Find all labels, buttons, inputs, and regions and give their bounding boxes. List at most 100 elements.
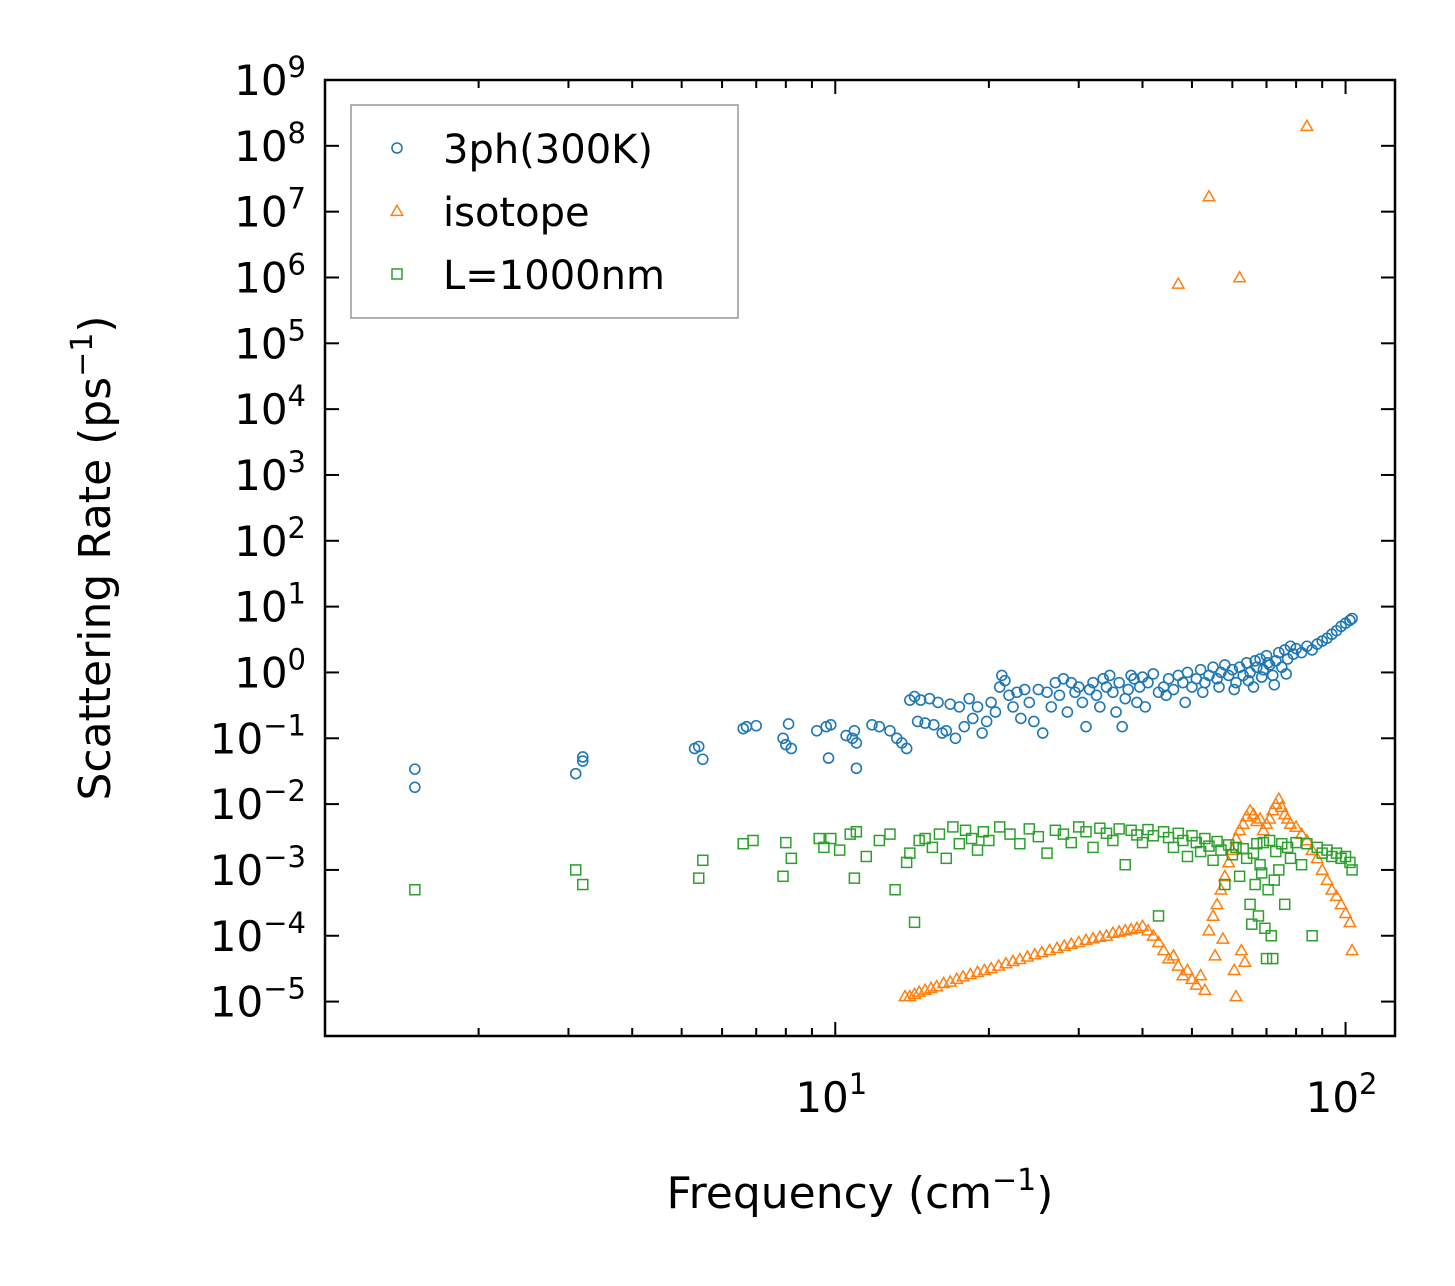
data-point	[1041, 847, 1053, 859]
y-tick-label: 103	[234, 445, 306, 500]
y-tick-label: 10−3	[210, 840, 306, 895]
data-point	[747, 834, 759, 847]
data-point	[1338, 905, 1353, 919]
data-point	[1045, 701, 1058, 713]
data-point	[1156, 943, 1171, 956]
data-point	[1252, 910, 1265, 922]
data-point	[1057, 828, 1070, 840]
y-axis: 10−5 10−4 10−3 10−2 10−1 100 101 102 103 104 105 10…	[210, 50, 1395, 1027]
data-point	[1207, 661, 1219, 674]
data-point	[1032, 830, 1045, 843]
data-point	[1122, 683, 1134, 696]
data-point	[782, 718, 795, 730]
data-point	[1234, 943, 1249, 956]
data-point	[1213, 681, 1225, 693]
data-point	[1215, 931, 1230, 944]
data-point	[1113, 676, 1125, 689]
data-point	[1344, 856, 1356, 869]
data-point	[904, 847, 916, 859]
data-point	[409, 781, 421, 794]
data-point	[949, 732, 962, 745]
data-point	[1265, 803, 1280, 816]
data-point	[1007, 701, 1019, 713]
data-point	[824, 719, 837, 731]
data-point	[1233, 870, 1246, 883]
data-point	[1094, 701, 1106, 713]
data-point	[1266, 952, 1279, 965]
data-point	[913, 834, 925, 847]
data-point	[918, 982, 933, 996]
data-point	[873, 720, 886, 733]
data-point	[848, 724, 861, 737]
data-point	[983, 834, 995, 847]
data-point	[1254, 858, 1266, 871]
legend-marker	[391, 142, 403, 154]
legend-label: isotope	[443, 190, 590, 236]
y-tick-label: 102	[234, 511, 306, 566]
data-point	[1180, 962, 1195, 976]
data-point	[967, 712, 979, 725]
data-point	[740, 720, 753, 733]
data-point	[692, 872, 705, 884]
data-point	[1219, 878, 1231, 891]
data-point	[844, 828, 857, 840]
data-point	[1221, 855, 1236, 868]
data-point	[1167, 683, 1180, 696]
data-point	[1346, 864, 1358, 876]
data-point	[1222, 669, 1235, 682]
data-point	[1276, 837, 1288, 850]
data-point	[976, 727, 988, 739]
data-point	[914, 694, 927, 706]
data-point	[980, 715, 993, 728]
data-point	[1268, 874, 1281, 886]
data-point	[810, 724, 823, 737]
data-point	[1260, 952, 1273, 965]
data-point	[1099, 928, 1114, 941]
data-point	[833, 844, 846, 856]
data-point	[908, 916, 921, 929]
data-point	[1018, 683, 1031, 696]
data-point	[1244, 898, 1256, 911]
data-point	[697, 854, 709, 867]
data-point	[737, 837, 749, 850]
data-point	[1028, 715, 1040, 728]
data-point	[1228, 989, 1244, 1002]
data-point	[989, 706, 1002, 718]
data-point	[1262, 657, 1274, 669]
data-point	[908, 690, 921, 703]
data-point	[1320, 872, 1335, 886]
y-tick-label: 100	[234, 642, 306, 697]
y-tick-label: 105	[234, 313, 306, 368]
data-point	[919, 832, 931, 845]
data-point	[1110, 706, 1122, 718]
x-tick-label: 102	[1306, 1067, 1378, 1122]
data-point	[1299, 833, 1314, 846]
data-point	[928, 719, 940, 731]
data-point	[1080, 826, 1092, 838]
data-point	[953, 837, 966, 850]
data-point	[1023, 823, 1036, 835]
data-point	[1262, 883, 1274, 896]
data-point	[900, 856, 913, 869]
data-point	[1228, 683, 1240, 696]
data-point	[1246, 918, 1258, 930]
data-point	[1273, 864, 1285, 876]
data-point	[780, 836, 792, 849]
data-point	[971, 701, 984, 713]
data-point	[850, 826, 863, 838]
data-point	[1181, 666, 1194, 679]
data-point	[1329, 888, 1344, 902]
data-point	[1049, 824, 1062, 837]
data-point	[926, 841, 939, 854]
data-point	[1345, 943, 1360, 956]
data-point	[1136, 836, 1149, 849]
data-point	[873, 834, 886, 847]
data-point	[1273, 646, 1285, 659]
data-point	[822, 752, 835, 764]
data-point	[1179, 696, 1191, 709]
data-point	[1226, 849, 1239, 861]
data-point	[576, 751, 589, 763]
data-point	[1196, 686, 1209, 699]
data-point	[1251, 837, 1263, 850]
series-L=1000nm	[409, 821, 1358, 965]
